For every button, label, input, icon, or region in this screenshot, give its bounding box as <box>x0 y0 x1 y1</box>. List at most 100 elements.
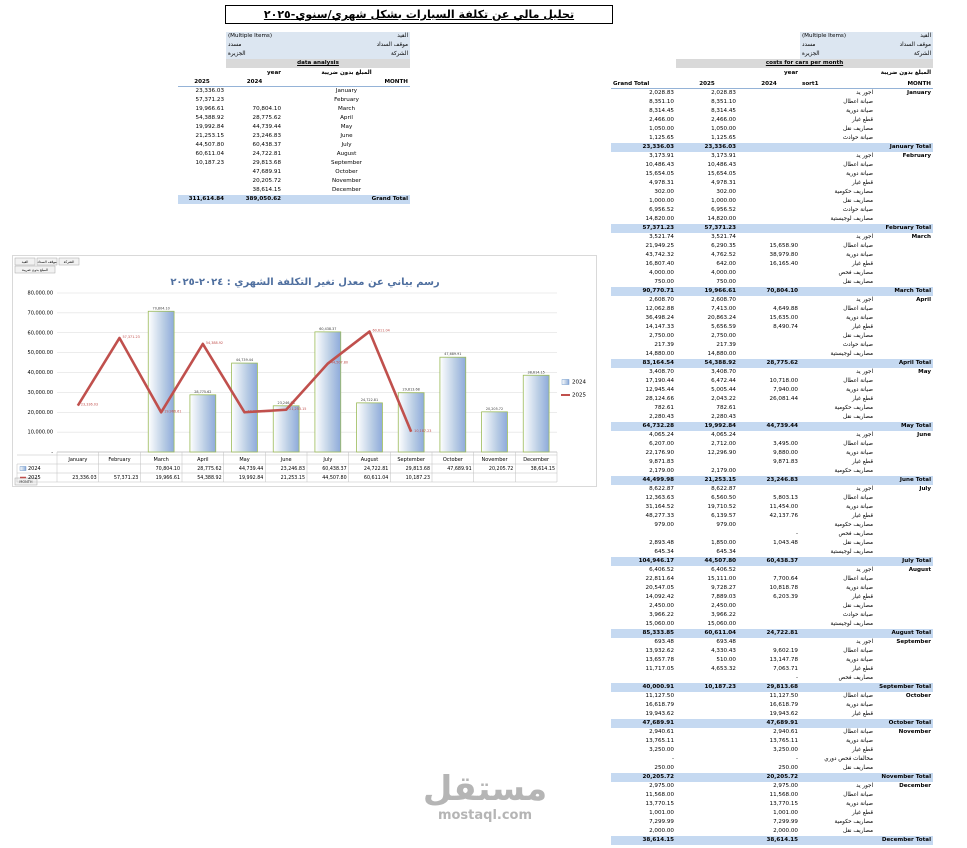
cost-type: اجور يد <box>856 233 873 240</box>
amount: 57,371.23 <box>195 97 224 103</box>
amount: 693.48 <box>654 638 674 645</box>
month-label: June <box>917 431 931 438</box>
cost-type: قطع غيار <box>851 458 873 465</box>
table-value: 44,739.44 <box>239 466 263 472</box>
cost-type: مصاريف لوجيستية <box>830 620 873 627</box>
amount <box>738 179 800 188</box>
cost-type: صيانة اعطال <box>843 305 873 312</box>
total-amount: 44,739.44 <box>738 421 800 431</box>
amount: 2,608.70 <box>649 296 674 303</box>
column-group: year <box>267 70 281 76</box>
bar-value-label: 23,246.83 <box>278 401 295 405</box>
amount: 28,775.62 <box>252 115 281 121</box>
amount <box>676 782 738 791</box>
amount: 14,092.42 <box>645 593 674 600</box>
table-value: 24,722.81 <box>364 466 388 472</box>
legend-key <box>561 379 570 385</box>
total-amount: 40,000.91 <box>611 682 676 692</box>
amount: 4,649.88 <box>773 305 798 312</box>
total-amount: 54,388.92 <box>676 358 738 368</box>
amount: 9,880.00 <box>773 449 798 456</box>
amount: 979.00 <box>654 521 674 528</box>
filter-label: الشركة <box>297 50 410 59</box>
amount: 19,966.61 <box>195 106 224 112</box>
amount: 70,804.10 <box>252 106 281 112</box>
cost-type: مخالفات فحص دوري <box>824 755 873 762</box>
amount: 20,863.24 <box>707 314 736 321</box>
cost-type: اجور يد <box>856 296 873 303</box>
amount <box>738 170 800 179</box>
month-label: September <box>331 160 362 166</box>
filter-button[interactable] <box>36 257 58 266</box>
amount: 8,351.10 <box>711 98 736 105</box>
amount: 2,940.61 <box>773 728 798 735</box>
cost-type: صيانة اعطال <box>843 791 873 798</box>
amount: 2,000.00 <box>649 827 674 834</box>
cost-type: مصاريف نقل <box>842 197 873 204</box>
amount <box>738 188 800 197</box>
amount <box>676 692 738 701</box>
total-label: November Total <box>800 772 933 782</box>
amount: 13,932.62 <box>645 647 674 654</box>
total-label: April Total <box>800 358 933 368</box>
pivot-caption: costs for cars per month <box>676 59 933 68</box>
x-tick-label: December <box>523 457 550 463</box>
amount: 13,770.15 <box>769 800 798 807</box>
month-label: September <box>896 638 931 645</box>
cost-type: مصاريف نقل <box>842 827 873 834</box>
line-value-label: 21,253.15 <box>289 407 306 411</box>
table-value: 54,388.92 <box>197 475 221 481</box>
amount: 9,602.19 <box>773 647 798 654</box>
table-series-label: 2025 <box>28 475 41 481</box>
cost-type: مصاريف حكومية <box>834 404 874 411</box>
amount <box>226 87 283 96</box>
month-label: May <box>340 124 353 130</box>
amount: 19,943.62 <box>645 710 674 717</box>
column-header: 2024 <box>738 80 800 89</box>
amount: 2,280.43 <box>711 413 736 420</box>
bar <box>397 392 425 453</box>
amount: - <box>795 674 798 681</box>
x-tick-label: March <box>154 457 169 463</box>
filter-button[interactable] <box>14 257 36 266</box>
amount: 10,818.78 <box>769 584 798 591</box>
amount: 302.00 <box>654 188 674 195</box>
amount: 1,125.65 <box>711 134 736 141</box>
line-value-label: 44,507.80 <box>331 361 348 365</box>
cost-type: مصاريف نقل <box>842 539 873 546</box>
amount: 12,296.90 <box>707 449 736 456</box>
table-value: 20,205.72 <box>489 466 513 472</box>
amount <box>738 278 800 287</box>
column-header: MONTH <box>283 78 410 87</box>
cost-type: صيانة دورية <box>846 386 873 393</box>
total-amount <box>738 223 800 233</box>
line-value-label: 19,992.84 <box>248 409 265 413</box>
amount: 782.61 <box>716 404 736 411</box>
total-label: May Total <box>800 421 933 431</box>
legend-key <box>19 466 27 471</box>
bar-value-label: 28,775.62 <box>194 390 211 394</box>
total-amount: 24,722.81 <box>738 628 800 638</box>
cost-type: صيانة اعطال <box>843 494 873 501</box>
amount: 11,127.50 <box>769 692 798 699</box>
filter-value: (Multiple Items) <box>226 32 297 41</box>
filter-button[interactable] <box>14 265 56 274</box>
amount: 26,081.44 <box>769 395 798 402</box>
measure-label: المبلغ بدون ضريبة <box>321 70 372 76</box>
amount: 8,351.10 <box>649 98 674 105</box>
amount: 14,820.00 <box>707 215 736 222</box>
cost-type: قطع غيار <box>851 809 873 816</box>
amount: 11,127.50 <box>645 692 674 699</box>
bar-value-label: 24,722.81 <box>361 398 378 402</box>
amount: 16,618.79 <box>645 701 674 708</box>
amount: 2,608.70 <box>711 296 736 303</box>
amount: 2,043.22 <box>711 395 736 402</box>
cost-type: قطع غيار <box>851 746 873 753</box>
amount: 20,547.05 <box>645 584 674 591</box>
bar-value-label: 20,205.72 <box>486 407 503 411</box>
filter-button[interactable] <box>58 257 80 266</box>
watermark-site: mostaql.com <box>437 808 533 823</box>
total-label: July Total <box>800 556 933 566</box>
total-amount: 29,813.68 <box>738 682 800 692</box>
pivot-caption: data analysis <box>226 59 410 68</box>
